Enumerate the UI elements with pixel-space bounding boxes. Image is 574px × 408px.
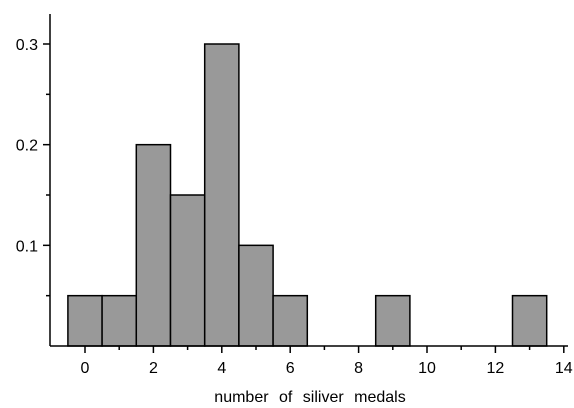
x-axis-label: number of siliver medals [214, 389, 405, 406]
bar-2 [135, 143, 172, 347]
y-ticks-group: 0.1 0.2 0.3 [16, 37, 50, 297]
x-tick-label: 12 [487, 360, 505, 377]
y-tick-label: 0.2 [16, 138, 38, 155]
x-tick-label: 8 [354, 360, 363, 377]
x-tick-label: 0 [81, 360, 90, 377]
bar-6 [272, 294, 309, 347]
x-tick-label: 14 [555, 360, 573, 377]
bar-4 [203, 43, 240, 347]
bars-group [67, 43, 548, 347]
bar-3 [169, 194, 206, 347]
x-tick-label: 2 [149, 360, 158, 377]
bar-0 [67, 294, 103, 347]
y-tick-label: 0.1 [16, 238, 38, 255]
bar-13 [511, 294, 548, 347]
bar-1 [101, 294, 138, 347]
x-ticks-group: 0 2 4 6 8 10 12 14 [81, 346, 573, 377]
x-tick-label: 4 [217, 360, 226, 377]
x-tick-label: 6 [286, 360, 295, 377]
bar-5 [238, 244, 274, 347]
y-tick-label: 0.3 [16, 37, 38, 54]
x-tick-label: 10 [418, 360, 436, 377]
bar-9 [374, 294, 411, 347]
